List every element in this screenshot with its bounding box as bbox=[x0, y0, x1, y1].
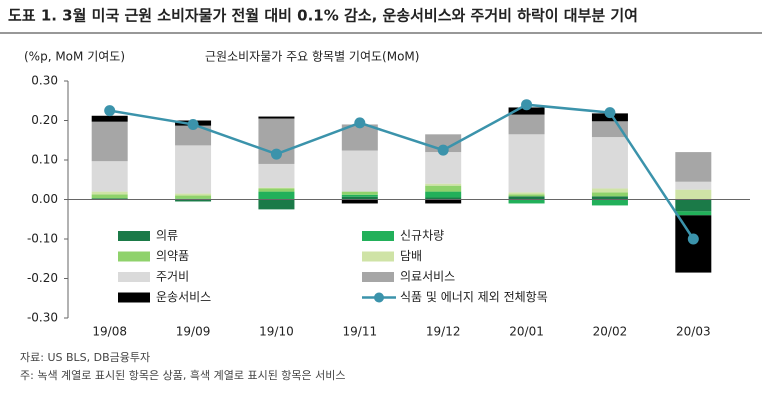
bar-segment bbox=[175, 145, 212, 194]
bar-segment bbox=[508, 192, 545, 195]
bar-segment bbox=[425, 152, 462, 184]
y-tick-label: 0.20 bbox=[31, 113, 58, 127]
bar-segment bbox=[508, 107, 545, 115]
source: 자료: US BLS, DB금융투자 bbox=[20, 351, 150, 364]
x-tick-label: 20/01 bbox=[509, 325, 544, 339]
bar-segment bbox=[341, 196, 378, 200]
bar-segment bbox=[508, 199, 545, 204]
bar-segment bbox=[175, 199, 212, 202]
bar-segment bbox=[425, 191, 462, 198]
legend-swatch bbox=[362, 251, 394, 262]
bar-segment bbox=[91, 121, 128, 162]
note: 주: 녹색 계열로 표시된 항목은 상품, 흑색 계열로 표시된 항목은 서비스 bbox=[20, 368, 346, 382]
y-tick-label: -0.30 bbox=[27, 311, 58, 325]
x-tick-label: 19/08 bbox=[92, 325, 127, 339]
line-point bbox=[104, 105, 116, 117]
bar-segment bbox=[341, 194, 378, 197]
bar-segment bbox=[425, 183, 462, 186]
bar-segment bbox=[591, 192, 628, 197]
bar-segment bbox=[175, 193, 212, 196]
bar-segment bbox=[675, 211, 712, 216]
chart-title: 도표 1. 3월 미국 근원 소비자물가 전월 대비 0.1% 감소, 운송서비… bbox=[8, 7, 638, 25]
y-tick-label: -0.20 bbox=[27, 271, 58, 285]
bar-segment bbox=[591, 137, 628, 189]
y-tick-label: 0.00 bbox=[31, 192, 58, 206]
bar-segment bbox=[175, 125, 212, 146]
bar-segment bbox=[508, 196, 545, 200]
bar-segment bbox=[675, 189, 712, 200]
bar-segment bbox=[91, 191, 128, 195]
x-tick-label: 20/02 bbox=[593, 325, 628, 339]
x-tick-label: 19/09 bbox=[176, 325, 211, 339]
bar-segment bbox=[258, 116, 295, 119]
bar-segment bbox=[341, 199, 378, 204]
bar-segment bbox=[341, 191, 378, 195]
line-point bbox=[687, 233, 699, 245]
bar-segment bbox=[341, 124, 378, 151]
bar-segment bbox=[91, 161, 128, 192]
bar-segment bbox=[91, 115, 128, 122]
bar-segment bbox=[341, 150, 378, 192]
line-point bbox=[604, 107, 616, 119]
x-tick-label: 19/10 bbox=[259, 325, 294, 339]
legend-marker bbox=[374, 292, 384, 303]
y-axis-label: (%p, MoM 기여도) bbox=[24, 50, 125, 64]
chart-subtitle: 근원소비자물가 주요 항목별 기여도(MoM) bbox=[205, 50, 419, 64]
legend-label: 운송서비스 bbox=[156, 290, 211, 304]
legend-swatch bbox=[118, 231, 150, 241]
bar-segment bbox=[258, 188, 295, 192]
y-tick-label: 0.30 bbox=[31, 74, 58, 88]
bar-segment bbox=[258, 199, 295, 210]
legend-swatch bbox=[118, 251, 150, 262]
x-tick-label: 20/03 bbox=[676, 325, 711, 339]
bar-segment bbox=[591, 196, 628, 200]
bar-segment bbox=[591, 121, 628, 138]
bar-segment bbox=[508, 114, 545, 135]
bar-segment bbox=[508, 134, 545, 193]
x-tick-label: 19/11 bbox=[343, 325, 378, 339]
line-point bbox=[270, 148, 282, 160]
bar-segment bbox=[258, 191, 295, 200]
legend-label: 의류 bbox=[156, 229, 178, 243]
bar-segment bbox=[425, 185, 462, 192]
legend-swatch bbox=[362, 231, 394, 241]
legend-label: 주거비 bbox=[156, 270, 189, 284]
bar-segment bbox=[258, 187, 295, 189]
bar-segment bbox=[591, 188, 628, 193]
legend-label: 의료서비스 bbox=[400, 270, 455, 284]
legend-label: 의약품 bbox=[156, 248, 189, 263]
legend-swatch bbox=[118, 272, 150, 282]
bar-segment bbox=[258, 163, 295, 188]
bar-segment bbox=[91, 198, 128, 200]
legend-swatch bbox=[362, 272, 394, 282]
bar-segment bbox=[508, 194, 545, 197]
line-point bbox=[187, 118, 199, 130]
y-tick-label: 0.10 bbox=[31, 153, 58, 167]
bar-segment bbox=[675, 152, 712, 182]
bar-segment bbox=[591, 199, 628, 206]
legend-label: 신규차량 bbox=[400, 229, 444, 243]
x-tick-label: 19/12 bbox=[426, 325, 461, 339]
legend-label: 식품 및 에너지 제외 전체항목 bbox=[400, 290, 548, 304]
bar-segment bbox=[425, 199, 462, 204]
line-point bbox=[354, 117, 366, 129]
legend-swatch bbox=[118, 292, 150, 303]
bar-segment bbox=[175, 195, 212, 199]
y-tick-label: -0.10 bbox=[27, 232, 58, 246]
bar-segment bbox=[425, 197, 462, 200]
line-point bbox=[521, 99, 533, 111]
line-point bbox=[437, 144, 449, 156]
bar-segment bbox=[91, 194, 128, 199]
legend-label: 담배 bbox=[400, 249, 422, 263]
bar-segment bbox=[675, 199, 712, 212]
line-series bbox=[109, 103, 695, 240]
bar-segment bbox=[675, 181, 712, 190]
